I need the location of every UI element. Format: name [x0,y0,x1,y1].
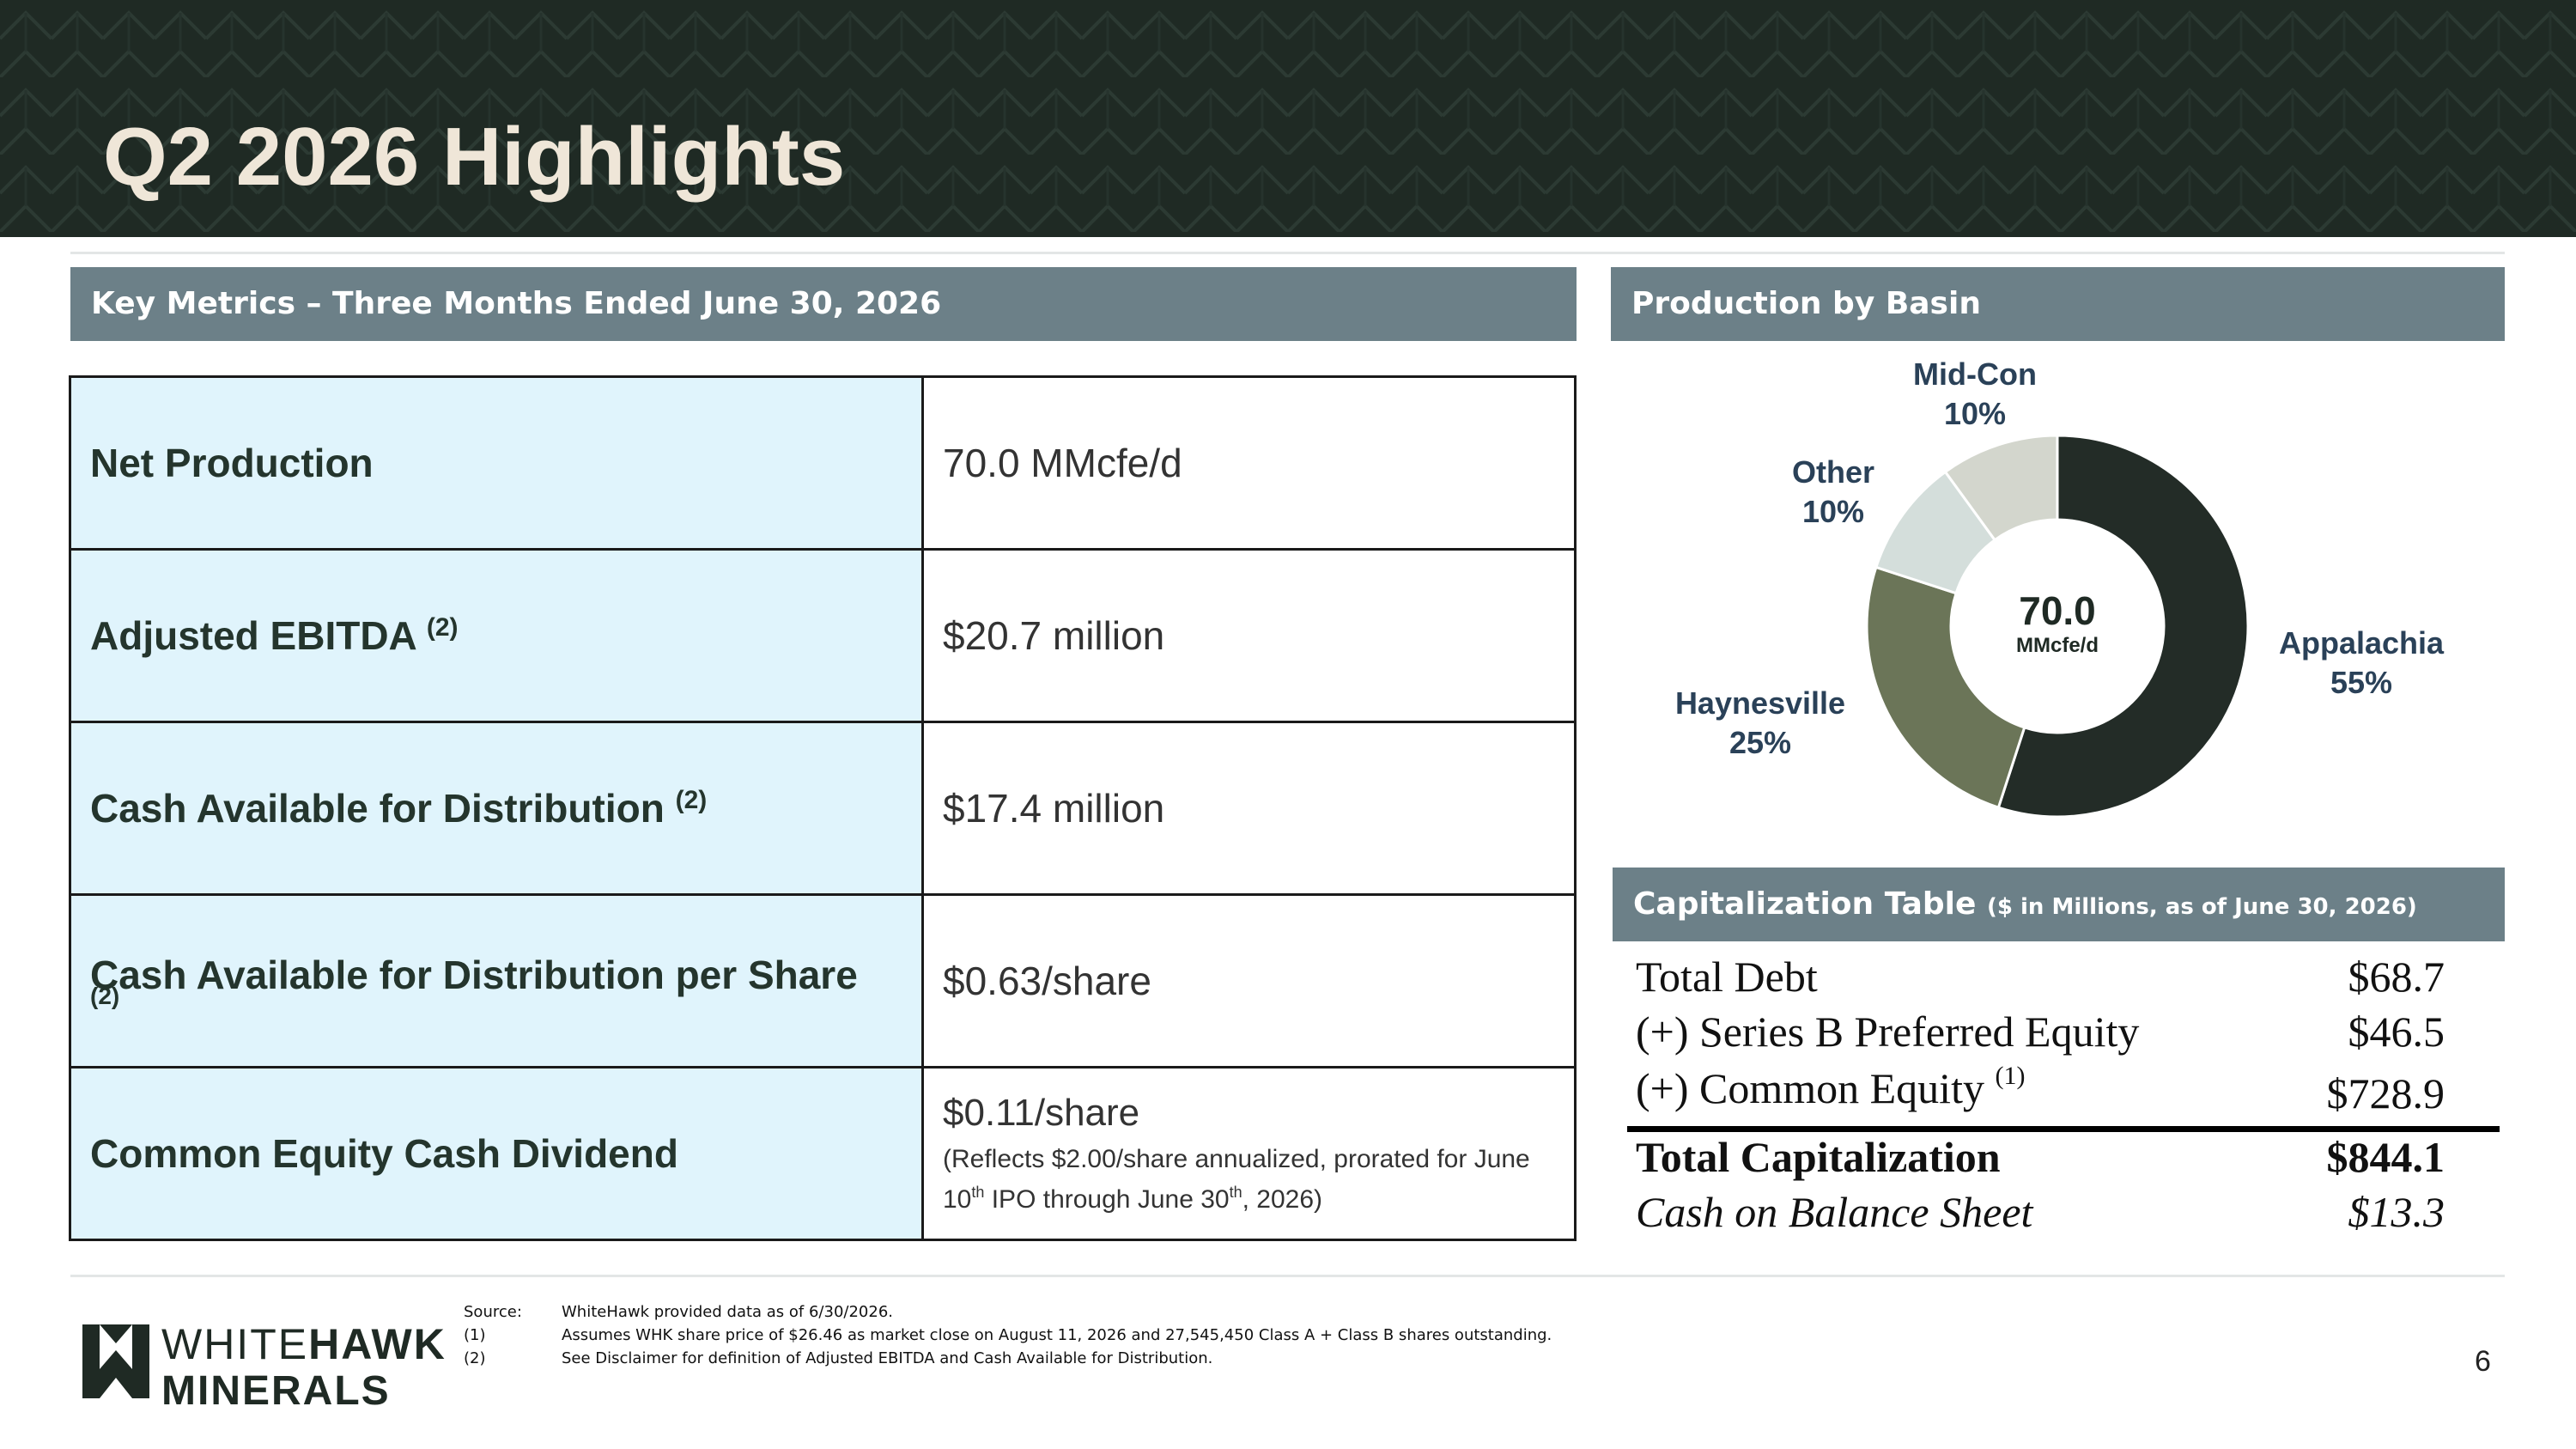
logo-wordmark: WHITEHAWK MINERALS [161,1319,447,1415]
cap-label-text: (+) Common Equity [1636,1064,1984,1112]
page-number: 6 [2475,1345,2491,1378]
source-row: (1) Assumes WHK share price of $26.46 as … [464,1324,1552,1347]
metric-label-text: Net Production [90,441,374,485]
table-row: Cash Available for Distribution per Shar… [69,893,1577,1068]
donut-center-unit: MMcfe/d [2016,634,2099,657]
metric-label: Net Production [69,375,924,551]
metric-value: $0.63/share [921,893,1577,1068]
capitalization-table: Total Debt $68.7 (+) Series B Preferred … [1627,952,2500,1242]
metric-value: $17.4 million [921,721,1577,896]
cap-total-rule [1627,1126,2500,1132]
metric-value: $20.7 million [921,548,1577,723]
page-title: Q2 2026 Highlights [103,111,846,203]
source-text: WhiteHawk provided data as of 6/30/2026. [562,1303,893,1321]
cap-label: (+) Common Equity (1) [1636,1062,2025,1113]
key-metrics-heading-text: Key Metrics – Three Months Ended June 30… [91,286,942,321]
basin-label-appalachia: Appalachia 55% [2215,624,2507,703]
footnote-ref: (2) [675,786,708,814]
logo-light-text: WHITE [161,1320,309,1368]
cap-cash-label: Cash on Balance Sheet [1636,1188,2033,1236]
source-tag: Source: [464,1303,522,1321]
dividend-note-part: (Reflects $2.00/share annualized, prorat… [943,1144,1530,1214]
metric-label-text: Adjusted EBITDA [90,613,416,658]
capitalization-heading-text: Capitalization Table [1633,886,1977,922]
ordinal-suffix: th [971,1183,985,1201]
basin-label-haynesville: Haynesville 25% [1631,684,1889,763]
basin-label-other: Other 10% [1747,453,1919,532]
cap-cash-row: Cash on Balance Sheet $13.3 [1627,1187,2500,1242]
basin-name: Haynesville [1674,685,1846,721]
header-pattern [0,0,2576,237]
dividend-note-part: IPO through June 30 [984,1184,1230,1214]
cap-value: $728.9 [2326,1069,2445,1117]
source-text: Assumes WHK share price of $26.46 as mar… [562,1326,1552,1344]
source-tag: (1) [464,1326,486,1344]
basin-share: 55% [2330,665,2393,700]
production-heading-text: Production by Basin [1631,286,1981,321]
dividend-value: $0.11/share [943,1091,1140,1134]
metric-label-text: Cash Available for Distribution per Shar… [90,953,858,997]
production-heading: Production by Basin [1611,267,2505,341]
cap-value: $46.5 [2348,1008,2445,1056]
cap-cash-value: $13.3 [2348,1188,2445,1236]
logo-line2: MINERALS [161,1368,391,1414]
metric-value: 70.0 MMcfe/d [921,375,1577,551]
key-metrics-heading: Key Metrics – Three Months Ended June 30… [70,267,1577,341]
basin-share: 10% [1943,396,2007,431]
table-row: (+) Common Equity (1) $728.9 [1627,1062,2500,1123]
metric-label: Adjusted EBITDA (2) [69,548,924,723]
basin-name: Mid-Con [1913,356,2037,392]
source-notes: Source: WhiteHawk provided data as of 6/3… [464,1300,1552,1370]
table-row: Adjusted EBITDA (2) $20.7 million [69,548,1577,723]
metric-label: Common Equity Cash Dividend [69,1066,924,1241]
footnote-ref: (2) [426,613,459,642]
hawk-mark-icon [82,1324,149,1398]
metric-label-text: Common Equity Cash Dividend [90,1131,678,1176]
metric-label: Cash Available for Distribution (2) [69,721,924,896]
table-row: Total Debt $68.7 [1627,952,2500,1007]
bottom-divider [70,1275,2505,1277]
metric-label-text: Cash Available for Distribution [90,786,665,831]
cap-label: Total Debt [1636,953,1818,1001]
basin-share: 10% [1801,494,1865,529]
cap-value: $68.7 [2348,953,2445,1001]
table-row: Net Production 70.0 MMcfe/d [69,375,1577,551]
basin-name: Other [1791,454,1874,490]
metric-label: Cash Available for Distribution per Shar… [69,893,924,1068]
basin-share: 25% [1728,725,1792,760]
capitalization-heading: Capitalization Table ($ in Millions, as … [1613,868,2505,941]
logo-line1: WHITEHAWK [161,1319,447,1369]
cap-total-value: $844.1 [2326,1133,2445,1181]
footnote-ref: (1) [1995,1062,2026,1090]
basin-name: Appalachia [2278,625,2445,661]
footnote-ref: (2) [90,983,120,1009]
table-row: Common Equity Cash Dividend $0.11/share … [69,1066,1577,1241]
dividend-note-part: , 2026) [1242,1184,1323,1214]
top-divider [70,252,2505,254]
ordinal-suffix: th [1229,1183,1242,1201]
source-tag: (2) [464,1349,486,1367]
logo-bold-text: HAWK [308,1320,447,1368]
source-row: (2) See Disclaimer for definition of Adju… [464,1347,1552,1370]
source-row: Source: WhiteHawk provided data as of 6/3… [464,1300,1552,1324]
metric-value: $0.11/share (Reflects $2.00/share annual… [921,1066,1577,1241]
dividend-note: (Reflects $2.00/share annualized, prorat… [943,1143,1574,1216]
donut-slice-mid-con [1943,434,2059,542]
table-row: (+) Series B Preferred Equity $46.5 [1627,1007,2500,1062]
key-metrics-table: Net Production 70.0 MMcfe/d Adjusted EBI… [69,375,1577,1241]
source-text: See Disclaimer for definition of Adjuste… [562,1349,1213,1367]
cap-total-row: Total Capitalization $844.1 [1627,1132,2500,1187]
capitalization-subheading: ($ in Millions, as of June 30, 2026) [1986,894,2417,920]
cap-total-label: Total Capitalization [1636,1133,2001,1181]
header-banner: Q2 2026 Highlights [0,0,2576,237]
donut-center-value: 70.0 [2019,588,2096,633]
table-row: Cash Available for Distribution (2) $17.… [69,721,1577,896]
basin-label-mid-con: Mid-Con 10% [1846,355,2104,434]
cap-label: (+) Series B Preferred Equity [1636,1008,2140,1056]
